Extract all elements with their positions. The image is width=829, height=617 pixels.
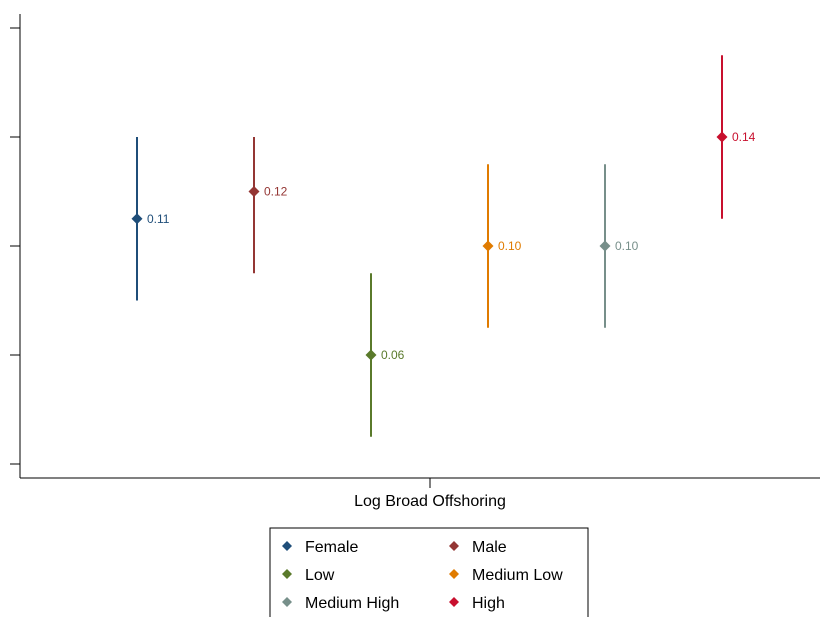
point-marker	[599, 240, 611, 252]
series-female: 0.11	[131, 137, 170, 301]
point-marker	[365, 349, 377, 361]
data-label: 0.11	[147, 212, 170, 226]
legend-marker	[282, 541, 292, 551]
point-marker	[482, 240, 494, 252]
legend-marker	[282, 569, 292, 579]
data-label: 0.12	[264, 185, 288, 199]
legend-item: Medium High	[282, 595, 399, 612]
legend-marker	[449, 569, 459, 579]
legend-box	[269, 527, 589, 617]
data-label: 0.14	[732, 130, 756, 144]
point-marker	[131, 213, 143, 225]
legend-label: Female	[305, 539, 358, 556]
legend-label: Male	[472, 539, 507, 556]
series-male: 0.12	[248, 137, 288, 274]
legend: Female Male Low Medium Low Medium High High	[269, 527, 589, 617]
legend-marker	[282, 597, 292, 607]
data-label: 0.06	[381, 348, 405, 362]
point-marker	[248, 186, 260, 197]
data-label: 0.10	[615, 239, 639, 253]
legend-marker	[449, 597, 459, 607]
series-low: 0.06	[365, 273, 405, 437]
legend-label: High	[472, 595, 505, 612]
legend-marker	[449, 541, 459, 551]
legend-item: Female	[282, 539, 358, 556]
legend-label: Medium Low	[472, 567, 563, 584]
series-medium-high: 0.10	[599, 164, 639, 328]
legend-label: Low	[305, 567, 335, 584]
data-label: 0.10	[498, 239, 522, 253]
point-marker	[716, 131, 728, 143]
series-medium-low: 0.10	[482, 164, 522, 328]
x-axis-title: Log Broad Offshoring	[354, 493, 506, 510]
data-points: 0.11 0.12 0.06 0.10 0.10 0.14	[131, 55, 756, 437]
legend-item: High	[449, 595, 505, 612]
legend-item: Male	[449, 539, 507, 556]
y-ticks	[10, 27, 20, 465]
axes	[10, 14, 820, 488]
legend-item: Medium Low	[449, 567, 563, 584]
legend-label: Medium High	[305, 595, 399, 612]
legend-item: Low	[282, 567, 335, 584]
series-high: 0.14	[716, 55, 756, 219]
